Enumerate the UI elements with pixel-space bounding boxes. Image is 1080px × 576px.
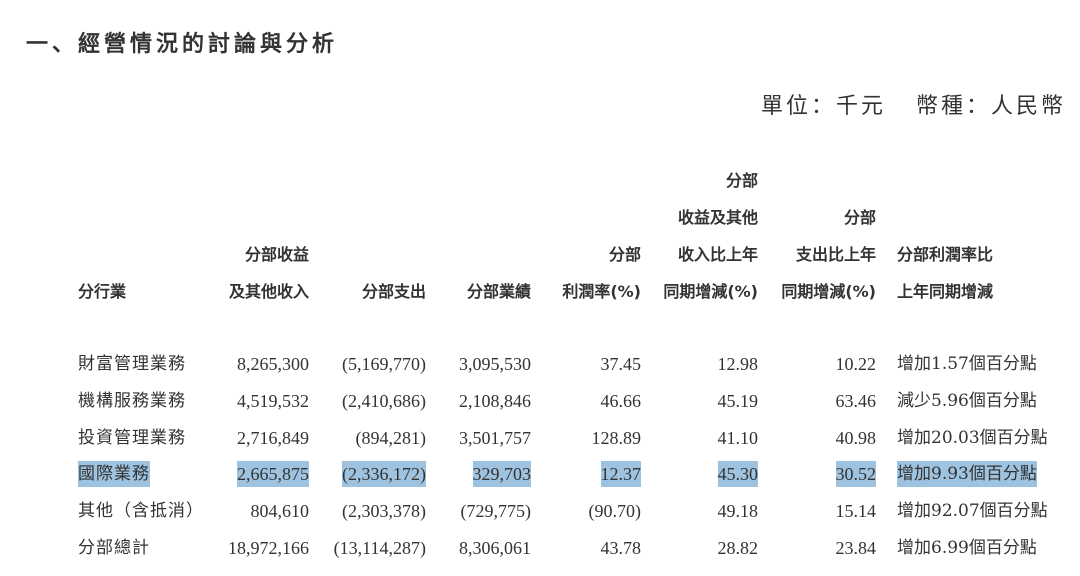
cell-segment: 投資管理業務 bbox=[78, 428, 186, 448]
cell-result: 3,095,530 bbox=[459, 354, 531, 374]
cell-margin: 128.89 bbox=[591, 428, 642, 448]
header-expense-yoy-line: 支出比上年 bbox=[795, 245, 876, 264]
cell-expense-yoy: 15.14 bbox=[835, 501, 877, 521]
header-expense-yoy-line: 分部 bbox=[843, 208, 876, 227]
cell-expense-yoy: 63.46 bbox=[835, 391, 877, 411]
cell-margin-change: 增加9.93個百分點 bbox=[897, 461, 1037, 487]
cell-segment: 國際業務 bbox=[78, 461, 150, 487]
cell-result: 8,306,061 bbox=[459, 538, 531, 558]
cell-result: 329,703 bbox=[472, 461, 531, 487]
cell-revenue-yoy: 49.18 bbox=[717, 501, 759, 521]
cell-revenue: 8,265,300 bbox=[237, 354, 309, 374]
header-expense-yoy-line: 同期增減(%) bbox=[781, 282, 876, 301]
cell-margin: 12.37 bbox=[600, 461, 641, 487]
cell-segment: 財富管理業務 bbox=[78, 354, 186, 374]
cell-revenue: 804,610 bbox=[250, 501, 310, 521]
cell-revenue-yoy: 41.10 bbox=[717, 428, 759, 448]
cell-expense: (2,336,172) bbox=[342, 461, 426, 487]
cell-expense: (2,410,686) bbox=[342, 391, 426, 411]
cell-expense: (5,169,770) bbox=[342, 354, 426, 374]
header-segment-line: 分行業 bbox=[78, 282, 127, 301]
cell-revenue-yoy: 45.30 bbox=[717, 461, 758, 487]
cell-revenue: 2,716,849 bbox=[237, 428, 309, 448]
cell-expense-yoy: 23.84 bbox=[835, 538, 877, 558]
header-revenue-line: 分部收益 bbox=[244, 245, 309, 264]
cell-margin-change: 增加20.03個百分點 bbox=[897, 428, 1048, 448]
cell-segment: 分部總計 bbox=[78, 538, 150, 558]
cell-revenue-yoy: 12.98 bbox=[717, 354, 759, 374]
header-revenue-yoy-line: 分部 bbox=[725, 171, 758, 190]
cell-margin-change: 減少5.96個百分點 bbox=[897, 391, 1037, 411]
cell-result: 3,501,757 bbox=[459, 428, 531, 448]
cell-segment: 機構服務業務 bbox=[78, 391, 186, 411]
cell-expense: (894,281) bbox=[355, 428, 427, 448]
header-margin-change-line: 分部利潤率比 bbox=[897, 245, 994, 264]
cell-revenue: 18,972,166 bbox=[228, 538, 309, 558]
header-revenue-line: 及其他收入 bbox=[228, 282, 309, 301]
header-revenue-yoy-line: 同期增減(%) bbox=[663, 282, 758, 301]
cell-revenue-yoy: 45.19 bbox=[717, 391, 759, 411]
header-margin-line: 利潤率(%) bbox=[562, 282, 641, 301]
cell-expense-yoy: 10.22 bbox=[835, 354, 877, 374]
cell-margin-change: 增加6.99個百分點 bbox=[897, 538, 1037, 558]
header-margin-change-line: 上年同期增減 bbox=[897, 282, 994, 301]
unit-currency-note: 單位：千元 幣種：人民幣 bbox=[761, 88, 1066, 120]
cell-margin: 43.78 bbox=[600, 538, 642, 558]
cell-revenue: 4,519,532 bbox=[237, 391, 309, 411]
cell-segment: 其他（含抵消） bbox=[78, 501, 204, 521]
cell-expense: (2,303,378) bbox=[342, 501, 426, 521]
cell-expense-yoy: 30.52 bbox=[835, 461, 876, 487]
cell-margin: 37.45 bbox=[600, 354, 642, 374]
header-margin-line: 分部 bbox=[608, 245, 641, 264]
cell-revenue-yoy: 28.82 bbox=[717, 538, 759, 558]
cell-result: 2,108,846 bbox=[459, 391, 531, 411]
section-title: 一、經營情況的討論與分析 bbox=[26, 32, 339, 57]
header-revenue-yoy-line: 收益及其他 bbox=[677, 208, 758, 227]
cell-expense: (13,114,287) bbox=[333, 538, 426, 558]
header-result-line: 分部業績 bbox=[466, 282, 531, 301]
currency-label: 幣種：人民幣 bbox=[915, 94, 1066, 119]
cell-margin: 46.66 bbox=[600, 391, 642, 411]
unit-label: 單位：千元 bbox=[760, 94, 886, 119]
header-expense-line: 分部支出 bbox=[361, 282, 426, 301]
cell-revenue: 2,665,875 bbox=[237, 461, 309, 487]
header-revenue-yoy-line: 收入比上年 bbox=[677, 245, 758, 264]
cell-result: (729,775) bbox=[460, 501, 532, 521]
cell-margin-change: 增加1.57個百分點 bbox=[897, 354, 1037, 374]
cell-expense-yoy: 40.98 bbox=[835, 428, 877, 448]
cell-margin: (90.70) bbox=[588, 501, 642, 521]
cell-margin-change: 增加92.07個百分點 bbox=[897, 501, 1048, 521]
